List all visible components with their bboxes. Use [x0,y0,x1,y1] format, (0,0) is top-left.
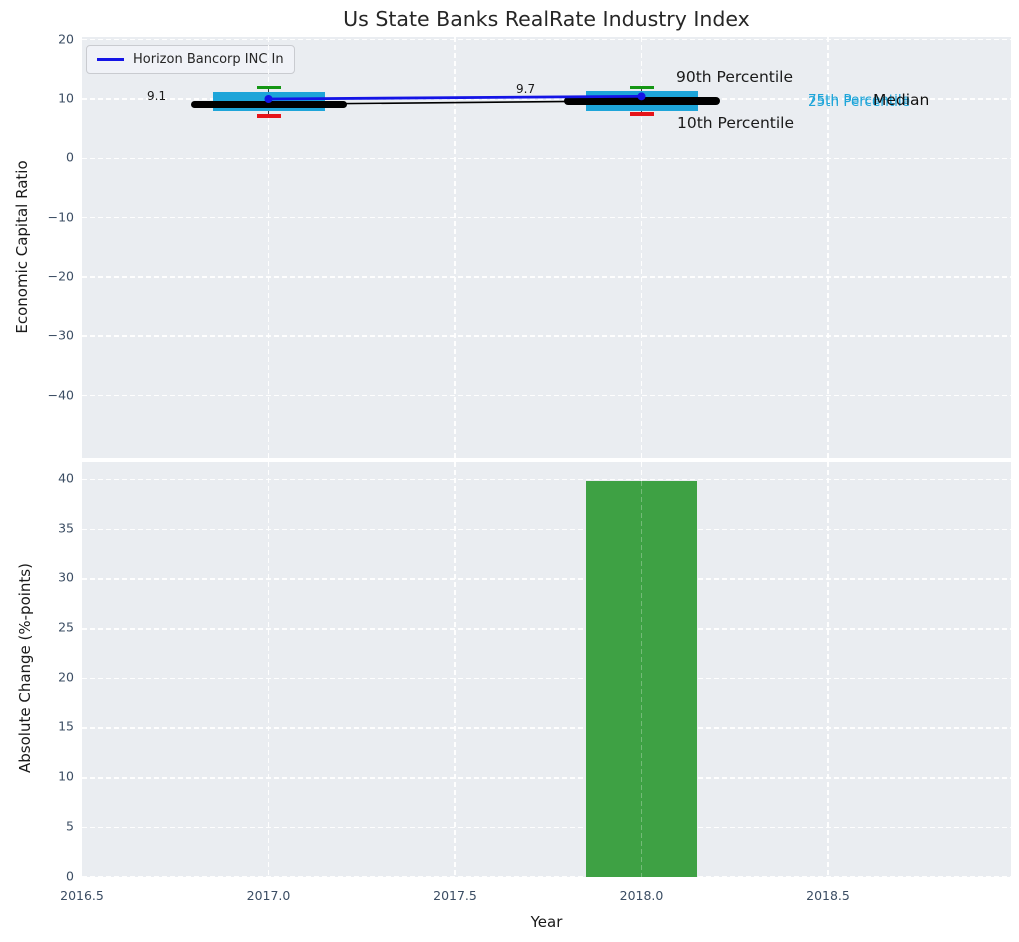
gridline-horizontal [82,727,1011,729]
x-tick-label: 2017.0 [246,888,291,903]
annotation-10th-percentile: 10th Percentile [677,114,795,132]
top-y-tick-label: 20 [58,31,74,47]
x-tick-label: 2018.0 [619,888,664,903]
bottom-y-tick-label: 10 [58,768,74,784]
gridline-horizontal [82,677,1011,680]
gridline-horizontal [82,478,1011,481]
gridline-horizontal [82,157,1011,160]
top-y-tick-label: −40 [47,387,74,402]
bottom-axes [82,462,1011,877]
annotation-25th-percentile: 25th Percentile [808,94,910,110]
bottom-y-tick-label: 35 [58,520,74,536]
median-bar [190,100,347,109]
chart-title: Us State Banks RealRate Industry Index [343,7,750,31]
p90-cap [256,85,281,90]
bottom-y-tick-label: 0 [66,868,74,883]
gridline-vertical [827,37,829,458]
gridline-vertical [454,37,456,458]
gridline-horizontal [82,628,1011,630]
gridline-horizontal [82,876,1011,878]
gridline-horizontal [82,528,1011,531]
top-y-tick-label: −20 [47,268,74,284]
bottom-y-tick-label: 30 [58,569,74,585]
legend-label: Horizon Bancorp INC In [133,52,284,67]
gridline-horizontal [82,276,1011,278]
gridline-horizontal [82,216,1011,219]
change-bar [585,480,698,877]
bottom-y-tick-label: 5 [66,818,74,834]
gridline-horizontal [82,394,1011,397]
p90-cap [629,85,654,90]
gridline-vertical [267,37,270,458]
p10-cap [256,114,281,118]
top-y-tick-label: −10 [47,209,74,225]
median-value-label-2017: 9.1 [147,89,167,103]
p10-cap [629,112,654,116]
x-tick-label: 2018.5 [806,888,850,903]
bottom-y-tick-label: 20 [58,669,74,685]
gridline-vertical [267,462,270,877]
bottom-y-tick-label: 15 [58,718,74,734]
top-y-axis-label: Economic Capital Ratio [13,160,31,334]
gridline-horizontal [82,335,1011,337]
top-y-tick-label: −30 [47,327,74,343]
gridline-vertical [827,462,829,877]
median-value-label-2018: 9.7 [516,82,536,96]
gridline-vertical [454,462,456,877]
gridline-horizontal [82,38,1011,41]
gridline-vertical [640,37,643,458]
bottom-y-tick-label: 40 [58,470,74,486]
bottom-y-axis-label: Absolute Change (%-points) [16,563,34,773]
annotation-median: Median [873,91,930,109]
legend-line-swatch [97,58,124,61]
median-bar [563,97,720,105]
legend: Horizon Bancorp INC In [86,45,295,74]
top-y-tick-label: 0 [66,149,74,165]
x-axis-label: Year [530,913,563,931]
top-y-tick-label: 10 [58,90,74,106]
x-tick-label: 2017.5 [433,888,477,903]
annotation-90th-percentile: 90th Percentile [676,68,794,86]
gridline-horizontal [82,578,1011,580]
annotation-75th-percentile: 75th Percentile [808,92,910,108]
x-tick-label: 2016.5 [60,888,104,903]
gridline-horizontal [82,777,1011,779]
gridline-horizontal [82,826,1011,829]
bottom-y-tick-label: 25 [58,619,74,635]
gridline-over-bar [640,480,643,877]
